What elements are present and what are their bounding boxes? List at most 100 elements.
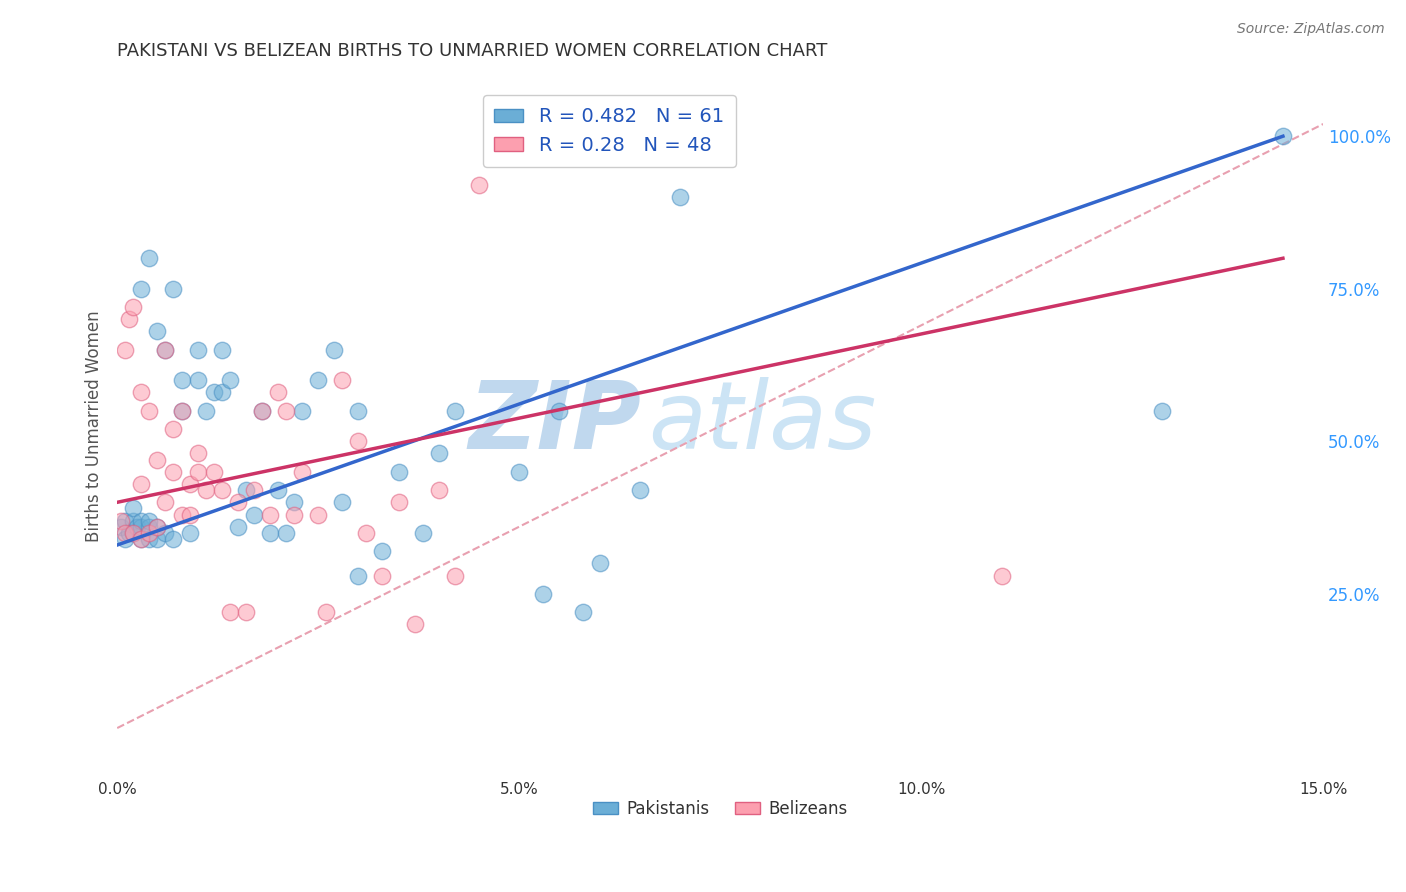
Point: [170, 404, 193, 418]
Point: [114, 343, 136, 357]
Point: [170, 508, 193, 522]
Point: [267, 483, 290, 497]
Point: [187, 446, 209, 460]
Point: [131, 532, 153, 546]
Point: [412, 525, 434, 540]
Point: [235, 605, 257, 619]
Point: [187, 465, 209, 479]
Legend: Pakistanis, Belizeans: Pakistanis, Belizeans: [586, 793, 853, 825]
Point: [131, 514, 153, 528]
Point: [110, 519, 132, 533]
Point: [138, 519, 160, 533]
Point: [307, 508, 329, 522]
Point: [131, 519, 153, 533]
Point: [146, 452, 169, 467]
Point: [356, 525, 378, 540]
Point: [138, 525, 160, 540]
Point: [226, 495, 249, 509]
Y-axis label: Births to Unmarried Women: Births to Unmarried Women: [86, 310, 103, 541]
Point: [155, 343, 177, 357]
Point: [371, 568, 394, 582]
Point: [162, 282, 184, 296]
Point: [283, 508, 305, 522]
Point: [155, 525, 177, 540]
Point: [218, 605, 240, 619]
Point: [127, 519, 149, 533]
Point: [347, 404, 370, 418]
Point: [211, 343, 233, 357]
Point: [347, 434, 370, 449]
Point: [131, 282, 153, 296]
Point: [572, 605, 595, 619]
Point: [118, 525, 141, 540]
Point: [122, 525, 145, 540]
Point: [194, 404, 217, 418]
Point: [170, 373, 193, 387]
Point: [387, 465, 409, 479]
Point: [1152, 404, 1174, 418]
Point: [330, 373, 353, 387]
Point: [162, 532, 184, 546]
Point: [162, 422, 184, 436]
Point: [131, 477, 153, 491]
Point: [114, 525, 136, 540]
Point: [548, 404, 571, 418]
Point: [468, 178, 491, 192]
Point: [118, 312, 141, 326]
Point: [138, 532, 160, 546]
Point: [202, 385, 225, 400]
Point: [444, 568, 467, 582]
Point: [283, 495, 305, 509]
Point: [194, 483, 217, 497]
Point: [122, 501, 145, 516]
Point: [155, 343, 177, 357]
Point: [211, 483, 233, 497]
Point: [179, 477, 201, 491]
Point: [138, 252, 160, 266]
Point: [669, 190, 692, 204]
Point: [330, 495, 353, 509]
Point: [114, 514, 136, 528]
Point: [307, 373, 329, 387]
Point: [131, 532, 153, 546]
Point: [146, 519, 169, 533]
Point: [274, 404, 297, 418]
Point: [202, 465, 225, 479]
Point: [531, 587, 554, 601]
Point: [1271, 129, 1294, 144]
Point: [131, 385, 153, 400]
Point: [323, 343, 346, 357]
Point: [179, 525, 201, 540]
Point: [146, 519, 169, 533]
Point: [444, 404, 467, 418]
Point: [187, 343, 209, 357]
Point: [243, 508, 266, 522]
Point: [267, 385, 290, 400]
Point: [122, 525, 145, 540]
Point: [218, 373, 240, 387]
Point: [404, 617, 426, 632]
Point: [114, 532, 136, 546]
Text: atlas: atlas: [648, 377, 876, 468]
Point: [291, 465, 314, 479]
Point: [259, 525, 281, 540]
Point: [187, 373, 209, 387]
Text: ZIP: ZIP: [470, 376, 641, 468]
Point: [170, 404, 193, 418]
Point: [138, 514, 160, 528]
Point: [427, 483, 450, 497]
Point: [146, 532, 169, 546]
Point: [122, 300, 145, 314]
Point: [179, 508, 201, 522]
Point: [211, 385, 233, 400]
Text: Source: ZipAtlas.com: Source: ZipAtlas.com: [1237, 22, 1385, 37]
Point: [155, 495, 177, 509]
Point: [387, 495, 409, 509]
Point: [162, 465, 184, 479]
Point: [226, 519, 249, 533]
Point: [122, 514, 145, 528]
Point: [110, 514, 132, 528]
Point: [990, 568, 1012, 582]
Point: [259, 508, 281, 522]
Point: [628, 483, 651, 497]
